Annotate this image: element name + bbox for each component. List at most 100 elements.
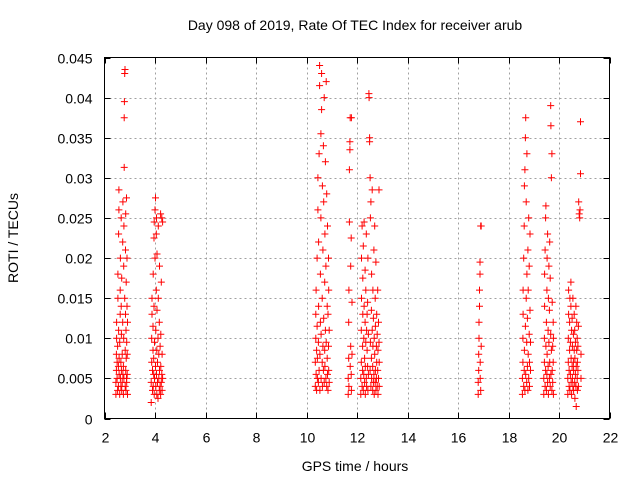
data-point: [569, 294, 577, 302]
data-point: [526, 230, 534, 238]
data-point: [369, 314, 377, 322]
data-point: [156, 382, 164, 390]
data-point: [520, 346, 528, 354]
data-point: [154, 334, 162, 342]
data-point: [316, 318, 324, 326]
data-point: [323, 302, 331, 310]
data-point: [317, 330, 325, 338]
data-point: [115, 230, 123, 238]
data-point: [347, 114, 355, 122]
data-point: [114, 270, 122, 278]
data-point: [523, 362, 531, 370]
data-point: [149, 270, 157, 278]
data-point: [476, 286, 483, 294]
data-point: [152, 326, 160, 334]
data-point: [122, 386, 130, 394]
data-point: [157, 210, 165, 218]
data-point: [571, 378, 579, 386]
y-tick-label: 0.045: [57, 51, 92, 67]
data-point: [123, 350, 131, 358]
data-point: [324, 310, 332, 318]
data-point: [313, 254, 321, 262]
data-point: [366, 134, 374, 142]
data-point: [527, 366, 534, 374]
data-point: [113, 318, 121, 326]
data-point: [368, 186, 376, 194]
x-tick-label: 20: [552, 430, 568, 446]
data-point: [318, 182, 326, 190]
data-point: [369, 362, 377, 370]
data-point: [474, 378, 482, 386]
data-point: [546, 238, 554, 246]
data-point: [361, 390, 369, 398]
data-point: [321, 230, 329, 238]
data-point: [155, 318, 163, 326]
data-point: [322, 78, 330, 86]
data-point: [152, 286, 160, 294]
data-point: [370, 334, 378, 342]
data-point: [313, 322, 321, 330]
data-point: [522, 294, 530, 302]
data-point: [544, 294, 552, 302]
chart-title: Day 098 of 2019, Rate Of TEC Index for r…: [188, 17, 523, 33]
data-point: [316, 270, 324, 278]
data-point: [374, 346, 382, 354]
data-point: [522, 370, 530, 378]
data-point: [319, 142, 327, 150]
data-point: [525, 262, 533, 270]
data-point: [372, 258, 380, 266]
data-point: [122, 354, 130, 362]
data-point: [344, 390, 352, 398]
x-tick-label: 4: [152, 430, 160, 446]
data-point: [566, 318, 574, 326]
data-point: [548, 366, 556, 374]
data-point: [541, 246, 549, 254]
data-point: [366, 338, 374, 346]
data-point: [120, 334, 128, 342]
data-point: [123, 254, 131, 262]
data-point: [151, 206, 159, 214]
data-point: [573, 346, 581, 354]
data-point: [158, 386, 166, 394]
data-point: [374, 286, 382, 294]
data-point: [546, 274, 554, 282]
data-point: [519, 310, 527, 318]
data-point: [324, 370, 331, 378]
data-point: [525, 214, 533, 222]
data-point: [522, 198, 530, 206]
data-point: [546, 382, 554, 390]
data-point: [549, 318, 557, 326]
data-point: [325, 342, 332, 350]
data-point: [154, 358, 161, 366]
data-point: [120, 222, 128, 230]
data-point: [122, 246, 129, 254]
data-point: [375, 382, 383, 390]
data-point: [123, 370, 131, 378]
data-point: [117, 330, 125, 338]
data-point: [543, 254, 551, 262]
data-point: [358, 294, 365, 302]
data-point: [115, 206, 123, 214]
data-point: [363, 310, 371, 318]
data-point: [357, 358, 365, 366]
data-point: [371, 222, 379, 230]
data-point: [520, 222, 528, 230]
data-point: [375, 358, 383, 366]
data-point: [525, 374, 533, 382]
data-point: [345, 318, 353, 326]
data-point: [345, 382, 353, 390]
data-point: [520, 254, 528, 262]
data-point: [549, 378, 557, 386]
data-point: [371, 350, 379, 358]
data-point: [542, 342, 550, 350]
data-point: [318, 358, 326, 366]
x-tick-label: 2: [102, 430, 110, 446]
data-point: [375, 338, 383, 346]
data-point: [345, 166, 353, 174]
data-point: [361, 354, 369, 362]
data-point: [154, 294, 162, 302]
data-point: [345, 286, 353, 294]
data-point: [112, 378, 120, 386]
data-point: [324, 222, 331, 230]
data-point: [368, 326, 376, 334]
